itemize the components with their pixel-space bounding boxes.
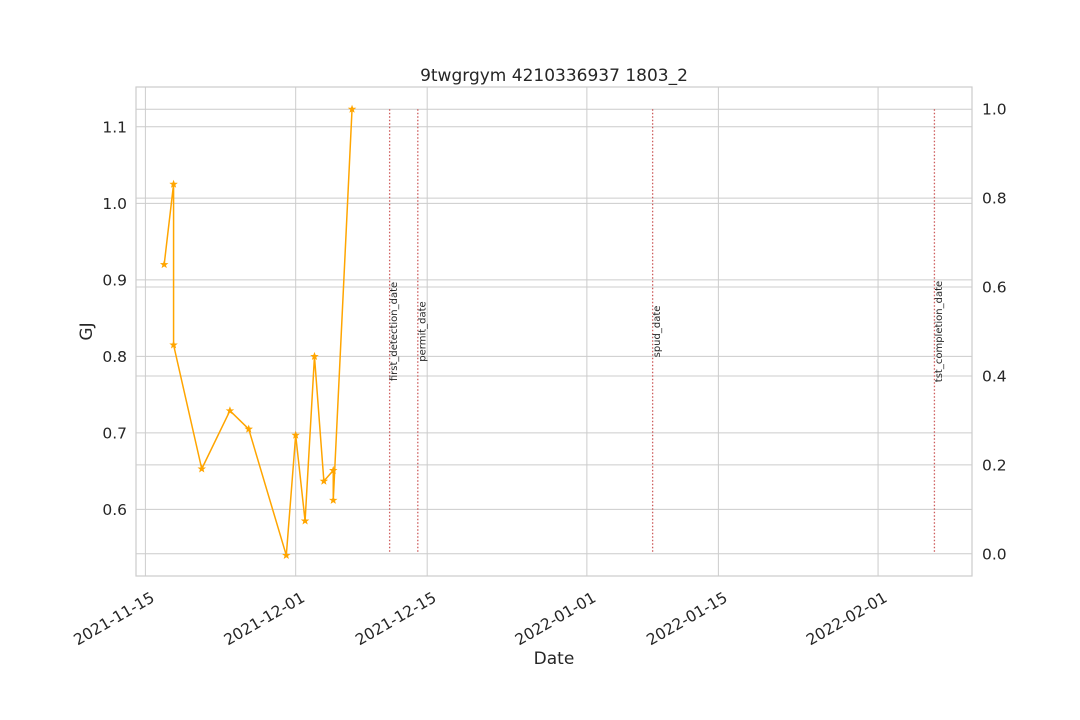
data-point-marker: [282, 550, 291, 559]
data-point-marker: [159, 260, 169, 269]
data-point-marker: [310, 351, 319, 360]
data-point-marker: [319, 476, 329, 485]
data-point-marker: [329, 465, 338, 475]
chart-title: 9twgrgym 4210336937 1803_2: [420, 66, 688, 86]
x-tick-label: 2021-12-15: [352, 589, 439, 650]
right-y-tick-label: 0.8: [982, 190, 1007, 208]
event-label: spud_date: [652, 306, 663, 358]
data-point-marker: [225, 406, 235, 415]
x-tick-label: 2021-12-01: [221, 589, 308, 650]
right-y-tick-label: 0.4: [982, 367, 1007, 385]
right-y-tick-label: 0.2: [982, 456, 1007, 474]
series-line: [163, 109, 353, 557]
y-axis-title: GJ: [77, 322, 97, 340]
event-label: permit_date: [417, 301, 428, 361]
event-lines-layer: first_detection_date permit_date spud_date…: [388, 109, 945, 554]
data-point-marker: [329, 495, 338, 504]
data-point-marker: [347, 104, 357, 113]
y-tick-label: 0.6: [102, 501, 127, 519]
y-tick-label: 1.0: [102, 195, 127, 213]
y-tick-label: 0.9: [102, 271, 127, 289]
x-axis-ticks: 2021-11-15 2021-12-01 2021-12-15 2022-01-01…: [71, 589, 891, 650]
data-point-marker: [197, 464, 207, 473]
data-point-marker: [169, 179, 178, 188]
data-point-marker: [169, 340, 178, 349]
event-label: first_detection_date: [389, 282, 400, 381]
series-layer: [159, 104, 357, 559]
x-tick-label: 2021-11-15: [71, 589, 158, 650]
data-point-marker: [244, 424, 253, 433]
plot-frame: [135, 86, 973, 577]
x-tick-label: 2022-01-15: [644, 589, 731, 650]
right-y-tick-label: 1.0: [982, 101, 1007, 119]
x-axis-title: Date: [534, 649, 575, 669]
y-tick-label: 1.1: [102, 118, 127, 136]
y-tick-label: 0.8: [102, 348, 127, 366]
right-y-tick-label: 0.6: [982, 279, 1007, 297]
y-axis-ticks: 0.6 0.7 0.8 0.9 1.0 1.1: [102, 118, 127, 519]
x-tick-label: 2022-01-01: [512, 589, 599, 650]
right-y-tick-label: 0.0: [982, 545, 1007, 563]
right-y-axis-ticks: 0.0 0.2 0.4 0.6 0.8 1.0: [982, 101, 1007, 564]
x-tick-label: 2022-02-01: [803, 589, 890, 650]
event-label: tst_completion_date: [934, 281, 945, 382]
data-point-marker: [291, 430, 300, 439]
grid-layer: [136, 87, 972, 576]
y-tick-label: 0.7: [102, 424, 127, 442]
data-point-marker: [300, 516, 310, 525]
